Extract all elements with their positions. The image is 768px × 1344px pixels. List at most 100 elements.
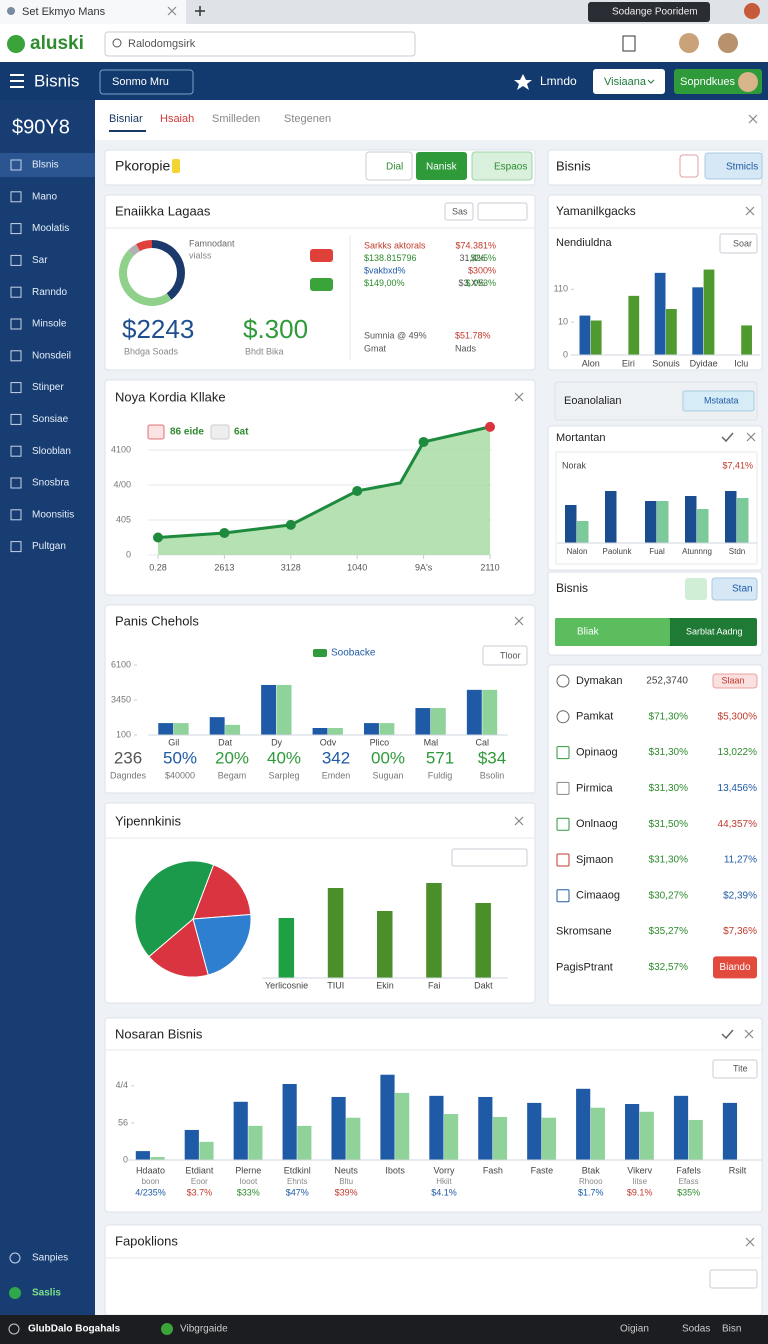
sidebar-item[interactable]: Saslis [32, 1288, 61, 1299]
button[interactable] [682, 390, 755, 412]
sidebar-icon [10, 541, 22, 553]
bar [430, 708, 446, 735]
button[interactable] [711, 577, 758, 601]
stat-label: Sarpleg [268, 770, 299, 780]
sidebar-item[interactable]: Sar [32, 255, 48, 266]
bar [565, 505, 577, 543]
row-name: Skromsane [556, 926, 612, 938]
status-item[interactable]: Vibgrgaide [180, 1324, 228, 1335]
button-label[interactable]: Tite [733, 1063, 748, 1073]
button[interactable] [365, 151, 413, 181]
bar [379, 723, 395, 735]
button-label[interactable]: Biando [719, 962, 751, 973]
button-label[interactable]: Nanisk [426, 162, 458, 173]
y-tick-label: 56 [118, 1117, 128, 1127]
account-chip[interactable] [588, 2, 710, 22]
sidebar-item[interactable]: Sonsiae [32, 414, 69, 425]
search-box[interactable] [104, 31, 416, 57]
dropdown-label[interactable]: Visiaana [604, 76, 647, 88]
tab[interactable]: Stegenen [284, 113, 331, 125]
x-tick-label: Plerne [235, 1165, 261, 1175]
button[interactable] [482, 645, 528, 666]
summary-cell: $138.815796 [364, 253, 417, 263]
button[interactable] [712, 1059, 758, 1079]
sidebar-item[interactable]: Slooblan [32, 446, 71, 457]
search-icon [112, 38, 122, 48]
balance: $90Y8 [12, 116, 70, 138]
control-label[interactable]: Sas [452, 206, 468, 216]
button-label[interactable]: Espaos [494, 162, 527, 173]
bar [184, 1129, 199, 1160]
menu-button[interactable] [99, 69, 194, 95]
control[interactable] [709, 1269, 758, 1289]
button-label[interactable]: Tloor [500, 650, 521, 660]
summary-cell: Nads [455, 343, 477, 353]
x-sublabel: Iooot [239, 1177, 258, 1186]
button-label[interactable]: Stan [732, 584, 753, 595]
tab[interactable]: Hsaiah [160, 113, 194, 125]
x-note: $33% [237, 1187, 260, 1197]
summary-cell: $51.78% [455, 330, 491, 340]
status-icon [8, 1323, 20, 1335]
button[interactable] [713, 956, 757, 979]
row-icon [556, 710, 570, 724]
row-name: Sjmaon [576, 854, 613, 866]
button-label[interactable]: Soar [733, 238, 752, 248]
sidebar-item[interactable]: Minsole [32, 319, 67, 330]
bar [645, 501, 657, 543]
menu-button-label[interactable]: Sonmo Mru [112, 76, 169, 88]
tab[interactable] [0, 0, 186, 24]
button-label[interactable]: Slaan [721, 675, 744, 685]
stat-value: 236 [114, 748, 142, 767]
donut-slice [118, 250, 172, 307]
dropdown[interactable] [593, 69, 665, 94]
button[interactable] [719, 233, 758, 254]
toolbar-title: Bisnis [556, 158, 591, 173]
x-tick-label: Plico [370, 737, 390, 747]
icon-button[interactable] [685, 578, 707, 600]
status-item[interactable]: Sodas [682, 1324, 710, 1335]
icon-button[interactable] [679, 154, 699, 178]
sidebar-item[interactable]: Nonsdeil [32, 350, 71, 361]
status-item[interactable]: Oigian [620, 1324, 649, 1335]
bar [380, 1074, 395, 1160]
bar [688, 1119, 703, 1160]
total-value: $.300 [243, 314, 308, 344]
tab[interactable]: Smilleden [212, 113, 260, 125]
control[interactable] [451, 848, 528, 867]
close-icon [514, 616, 524, 626]
sidebar-item[interactable]: Moolatis [32, 223, 69, 234]
button[interactable] [704, 152, 763, 180]
button-label[interactable]: Stmicls [726, 162, 758, 173]
close-icon [514, 392, 524, 402]
sidebar-item[interactable]: Blsnis [32, 160, 59, 171]
summary-cell: Gmat [364, 343, 387, 353]
tab-title[interactable]: Set Ekmyo Mans [22, 6, 106, 18]
status-item[interactable]: Bisn [722, 1324, 741, 1335]
action-label[interactable]: Sopndkues [680, 76, 736, 88]
x-tick-label: Gil [168, 737, 179, 747]
button[interactable] [471, 151, 533, 181]
sidebar-item[interactable]: Ranndo [32, 287, 67, 298]
x-tick-label: 3128 [281, 562, 301, 572]
sidebar-item[interactable]: Moonsitis [32, 509, 74, 520]
button-label[interactable]: Dial [386, 162, 403, 173]
sidebar-item[interactable]: Sanpies [32, 1253, 68, 1264]
sidebar-item[interactable]: Pultgan [32, 541, 66, 552]
sidebar-item[interactable]: Stinper [32, 382, 64, 393]
control[interactable] [444, 202, 474, 221]
button-label[interactable]: Mstatata [704, 395, 739, 405]
tab[interactable]: Bisniar [109, 113, 143, 125]
row-change: 44,357% [718, 819, 758, 830]
legend-label: Soobacke [331, 648, 376, 659]
control[interactable] [477, 202, 528, 221]
bar [282, 1083, 297, 1160]
nav-link[interactable]: Lmndo [540, 74, 577, 88]
button[interactable] [416, 152, 467, 180]
x-tick-label: Etdiant [185, 1165, 214, 1175]
button[interactable] [712, 673, 758, 689]
bar [628, 295, 640, 355]
sidebar-item[interactable]: Snosbra [32, 478, 70, 489]
x-tick-label: 2613 [214, 562, 234, 572]
sidebar-item[interactable]: Mano [32, 191, 57, 202]
